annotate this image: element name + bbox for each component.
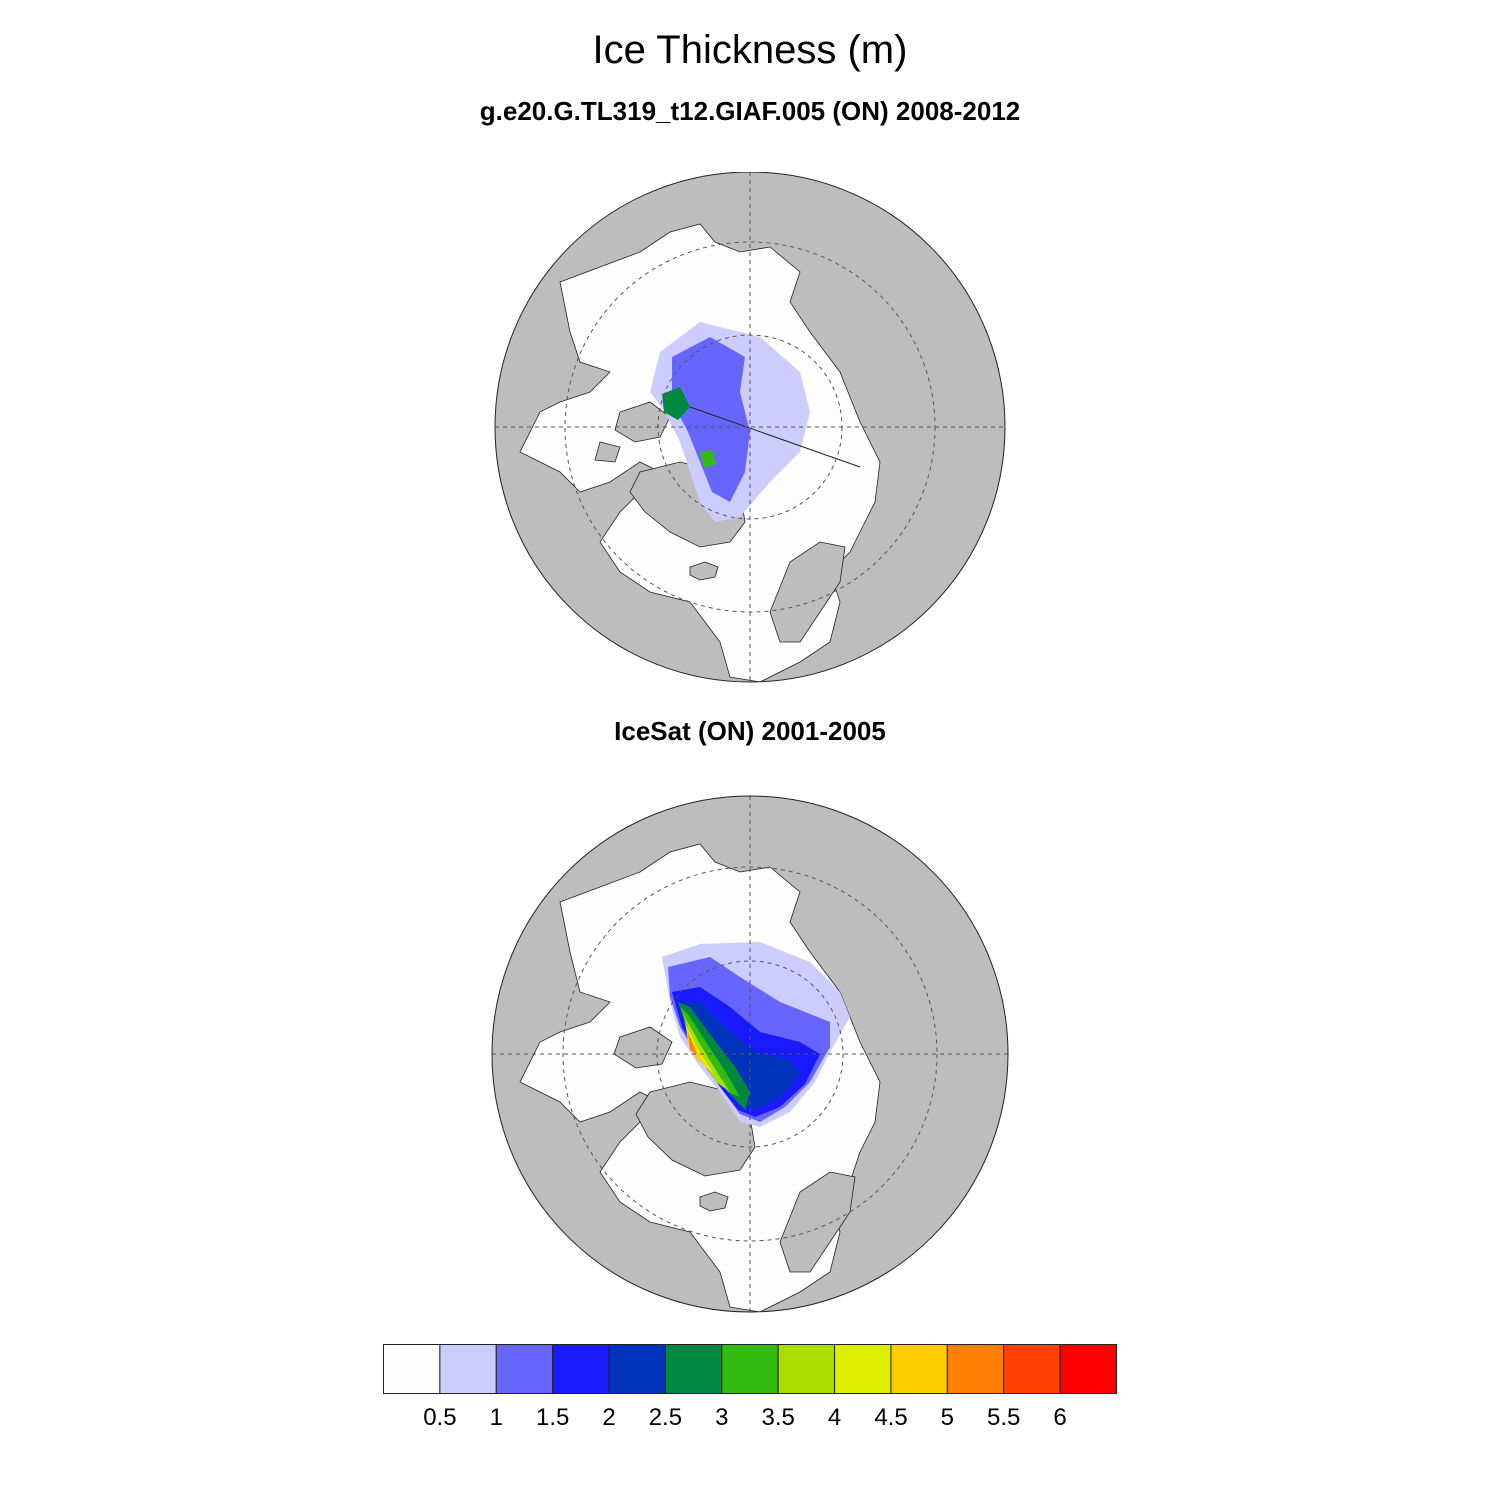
- figure-title: Ice Thickness (m): [592, 28, 908, 72]
- lat-75-circle: [656, 960, 844, 1148]
- colorbar-swatch: [552, 1344, 610, 1394]
- colorbar-tick-label: 6: [1053, 1404, 1067, 1431]
- colorbar-tick-label: 4: [827, 1404, 842, 1431]
- panel-title-observations: IceSat (ON) 2001-2005: [614, 716, 886, 746]
- polar-map-observations: [491, 795, 1009, 1313]
- colorbar-tick-label: 2: [602, 1404, 616, 1431]
- colorbar-tick-label: 1: [489, 1404, 503, 1431]
- ice-1-5: [672, 337, 750, 502]
- colorbar-swatch: [439, 1344, 497, 1394]
- colorbar-labels: 0.5 1 1.5 2 2.5 3 3.5 4 4.5 5 5.5 6: [383, 1404, 1117, 1438]
- colorbar-tick-label: 3: [715, 1404, 729, 1431]
- ice-3-5: [680, 1007, 740, 1097]
- panel-title-model: g.e20.G.TL319_t12.GIAF.005 (ON) 2008-201…: [479, 96, 1021, 126]
- colorbar-swatch: [495, 1344, 554, 1394]
- colorbar-swatch: [608, 1344, 666, 1394]
- map-boundary: [494, 172, 1006, 683]
- colorbar-swatch: [721, 1344, 779, 1394]
- meridian-line: [689, 406, 861, 468]
- ice-3-5: [700, 450, 716, 468]
- colorbar-tick-label: 0.5: [423, 1404, 457, 1431]
- polar-map-model: [494, 172, 1006, 683]
- colorbar-tick-label: 4.5: [874, 1404, 908, 1431]
- colorbar-swatch: [946, 1344, 1005, 1394]
- colorbar-tick-label: 3.5: [761, 1404, 795, 1431]
- scandinavia: [769, 541, 846, 643]
- colorbar-tick-label: 5.5: [987, 1404, 1021, 1431]
- canadian-archipelago: [614, 401, 671, 443]
- colorbar-swatch: [1059, 1344, 1117, 1394]
- colorbar-swatch: [664, 1344, 723, 1394]
- colorbar-swatch: [1003, 1344, 1061, 1394]
- colorbar-swatch: [383, 1344, 441, 1394]
- colorbar-tick-label: 1.5: [536, 1404, 570, 1431]
- colorbar: [383, 1344, 1117, 1394]
- iceland: [689, 561, 719, 581]
- iceland: [699, 1191, 729, 1212]
- colorbar-swatch: [890, 1344, 948, 1394]
- lat-60-circle: [562, 866, 938, 1242]
- greenland: [635, 1081, 756, 1177]
- colorbar-swatch: [834, 1344, 892, 1394]
- scandinavia: [779, 1171, 856, 1273]
- colorbar-tick-label: 2.5: [648, 1404, 683, 1431]
- ice-3-0: [662, 387, 690, 420]
- map-boundary: [491, 795, 1009, 1313]
- ice-5-5: [688, 1032, 697, 1054]
- colorbar-tick-label: 5: [940, 1404, 954, 1431]
- colorbar-swatch: [777, 1344, 836, 1394]
- ice-2-5: [680, 1002, 800, 1110]
- canadian-island: [594, 441, 621, 463]
